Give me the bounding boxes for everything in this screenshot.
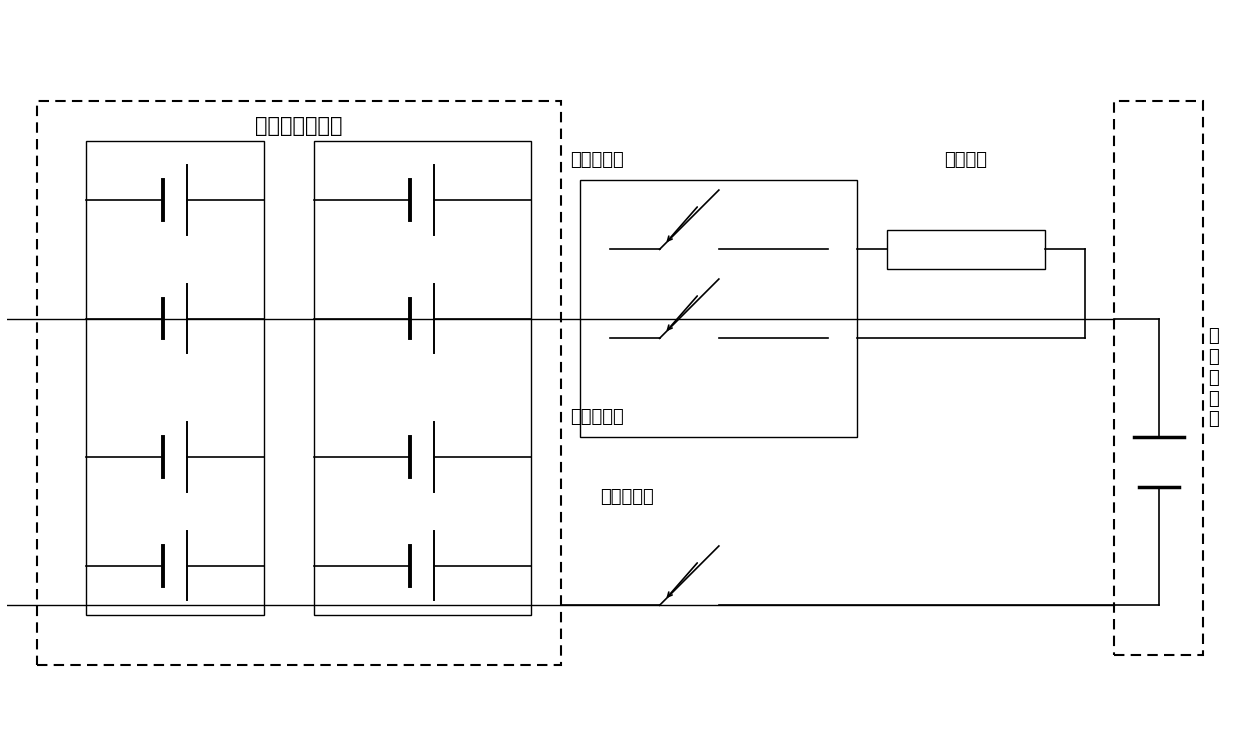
Bar <box>37 101 560 665</box>
Bar <box>580 180 857 437</box>
Text: 负极继电器: 负极继电器 <box>600 488 653 506</box>
Bar <box>86 141 264 615</box>
Text: 正极继电器: 正极继电器 <box>570 408 624 427</box>
Text: 预充继电器: 预充继电器 <box>570 151 624 170</box>
Text: 预充电组: 预充电组 <box>945 151 987 170</box>
Bar <box>314 141 531 615</box>
Bar <box>1115 101 1203 655</box>
Text: 电动车动力电池: 电动车动力电池 <box>255 116 342 136</box>
Text: 电
机
控
制
器: 电 机 控 制 器 <box>1208 327 1219 429</box>
Bar <box>887 230 1045 269</box>
